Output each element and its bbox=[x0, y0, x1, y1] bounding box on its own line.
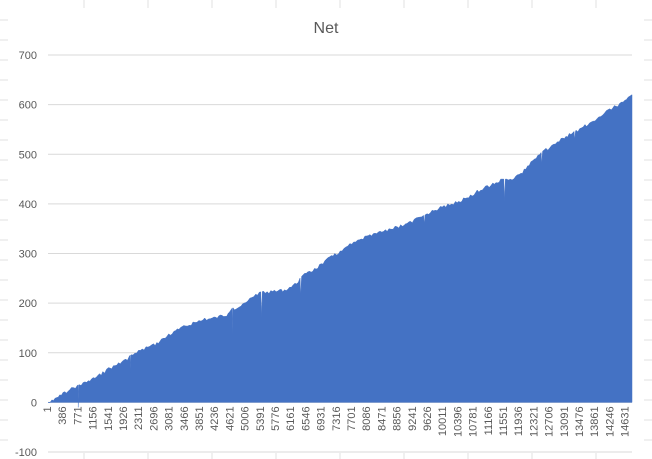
x-tick-label: 8471 bbox=[376, 406, 388, 430]
x-tick-label: 11936 bbox=[513, 406, 525, 436]
x-tick-label: 13861 bbox=[589, 406, 601, 437]
x-tick-label: 11551 bbox=[498, 406, 510, 436]
y-tick-label: 700 bbox=[19, 50, 37, 62]
y-tick-label: 100 bbox=[19, 348, 37, 360]
x-tick-label: 1926 bbox=[118, 406, 130, 430]
x-tick-label: 8086 bbox=[361, 406, 373, 430]
x-tick-label: 7701 bbox=[346, 406, 358, 430]
x-tick-label: 771 bbox=[72, 406, 84, 424]
x-tick-label: 12321 bbox=[528, 406, 540, 437]
x-tick-label: 12706 bbox=[544, 406, 556, 437]
x-tick-label: 11166 bbox=[483, 406, 495, 435]
x-tick-label: 13091 bbox=[559, 406, 571, 437]
x-tick-label: 9241 bbox=[407, 406, 419, 430]
x-tick-label: 5391 bbox=[255, 406, 267, 430]
x-tick-label: 6546 bbox=[300, 406, 312, 430]
x-tick-label: 13476 bbox=[574, 406, 586, 437]
series-area bbox=[47, 94, 633, 408]
x-tick-label: 3081 bbox=[164, 406, 176, 430]
y-axis-tick-labels: -100 0 100 200 300 400 500 600 700 bbox=[15, 50, 37, 459]
x-tick-label: 386 bbox=[57, 406, 69, 424]
y-tick-label: 400 bbox=[19, 199, 37, 211]
x-tick-label: 2311 bbox=[133, 406, 145, 430]
x-tick-label: 8856 bbox=[392, 406, 404, 430]
x-tick-label: 6931 bbox=[316, 406, 328, 430]
x-tick-label: 5006 bbox=[240, 406, 252, 430]
y-tick-label: 200 bbox=[19, 298, 37, 310]
x-tick-label: 14631 bbox=[620, 406, 632, 437]
x-tick-label: 2696 bbox=[148, 406, 160, 430]
x-tick-label: 6161 bbox=[285, 406, 297, 430]
y-tick-label: 0 bbox=[31, 397, 37, 409]
x-tick-label: 5776 bbox=[270, 406, 282, 430]
x-tick-label: 3466 bbox=[179, 406, 191, 430]
x-tick-label: 10781 bbox=[468, 406, 480, 437]
x-tick-label: 1156 bbox=[88, 406, 100, 430]
x-tick-label: 10011 bbox=[437, 406, 449, 436]
x-tick-label: 4236 bbox=[209, 406, 221, 430]
y-tick-label: -100 bbox=[15, 447, 37, 459]
y-tick-label: 300 bbox=[19, 249, 37, 261]
x-tick-label: 10396 bbox=[452, 406, 464, 437]
y-tick-label: 500 bbox=[19, 149, 37, 161]
y-tick-label: 600 bbox=[19, 100, 37, 112]
x-tick-label: 1 bbox=[42, 406, 54, 412]
x-axis-tick-labels: 1 386 771 1156 1541 1926 2311 2696 3081 3466 3851 4… bbox=[42, 406, 632, 437]
series-net bbox=[47, 94, 633, 408]
chart-title: Net bbox=[314, 20, 339, 37]
x-tick-label: 7316 bbox=[331, 406, 343, 430]
x-tick-label: 9626 bbox=[422, 406, 434, 430]
x-tick-label: 3851 bbox=[194, 406, 206, 430]
x-tick-label: 1541 bbox=[103, 406, 115, 430]
x-tick-label: 14246 bbox=[604, 406, 616, 437]
x-tick-label: 4621 bbox=[224, 406, 236, 430]
